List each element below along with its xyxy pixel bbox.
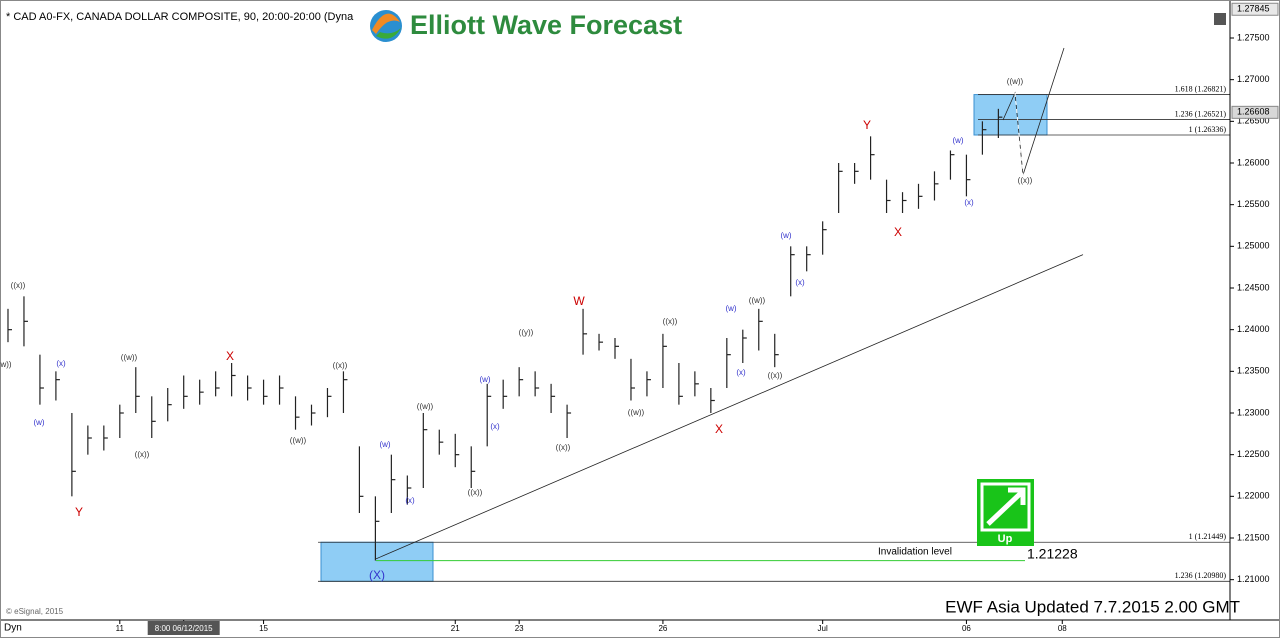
x-tick-label: 08 [1058,624,1067,633]
wave-label: (x) [736,368,746,377]
wave-label: (x) [56,359,66,368]
wave-label: (w) [379,440,390,449]
wave-label: X [226,349,234,363]
logo-swoosh [372,13,400,34]
y-tick-label: 1.27500 [1237,32,1270,42]
x-tick-label: 11 [116,624,125,633]
x-tick-label: 15 [259,624,268,633]
signal-badge: Up [977,479,1034,546]
wave-label: ((w)) [417,402,434,411]
wave-label: (x) [405,496,415,505]
wave-label: ((y)) [519,328,534,337]
y-tick-label: 1.23000 [1237,407,1270,417]
wave-label: Y [75,505,83,519]
wave-label: ((x)) [468,488,483,497]
y-tick-label: 1.25000 [1237,241,1270,251]
y-tick-label: 1.27000 [1237,74,1270,84]
y-tick-label: 1.26000 [1237,157,1270,167]
fib-label: 1.618 (1.26821) [1175,84,1227,93]
window-icon[interactable] [1214,13,1226,25]
support-box [320,541,434,582]
invalidation-value: 1.21228 [1027,545,1078,561]
fib-label: 1 (1.26336) [1189,125,1227,134]
y-tick-label: 1.21500 [1237,532,1270,542]
wave-label: W [573,294,585,308]
wave-label: ((x)) [768,371,783,380]
wave-label: ((x)) [135,450,150,459]
wave-label: (X) [369,568,385,582]
y-tick-label: 1.21000 [1237,574,1270,584]
copyright: © eSignal, 2015 [6,607,64,616]
y-tick-label: 1.23500 [1237,366,1270,376]
y-tick-label: 1.24000 [1237,324,1270,334]
trend-line [375,254,1084,560]
wave-label: (w) [479,375,490,384]
signal-frame [980,482,1031,532]
price-tag-label: 1.27845 [1237,4,1270,14]
wave-label: ((x)) [663,317,678,326]
wave-label: (w) [952,136,963,145]
wave-label: ((x)) [1018,176,1033,185]
wave-label: ((x)) [11,281,26,290]
y-tick-label: 1.26500 [1237,116,1270,126]
fib-label: 1.236 (1.26521) [1175,109,1227,118]
logo-swoosh [376,28,401,39]
chart-title: * CAD A0-FX, CANADA DOLLAR COMPOSITE, 90… [6,11,354,23]
x-tick-label: 26 [658,624,667,633]
y-tick-label: 1.22000 [1237,491,1270,501]
wave-label: X [894,225,902,239]
fib-label: 1.236 (1.20980) [1175,571,1227,580]
wave-label: (x) [490,422,500,431]
wave-label: ((w)) [749,296,766,305]
wave-label: ((w)) [121,353,138,362]
footer: EWF Asia Updated 7.7.2015 2.00 GMT [945,597,1240,616]
price-tag [1231,105,1279,119]
signal-text: Up [998,533,1013,545]
x-label-bg [147,621,220,635]
wave-label: (w) [780,231,791,240]
wave-label: (x) [795,278,805,287]
price-tag [1231,2,1279,16]
x-tick-label: 06 [962,624,971,633]
wave-label: X [715,422,723,436]
wave-label: (x) [964,198,974,207]
signal-arrow [986,487,1026,526]
brand: Elliott Wave Forecast [410,10,682,40]
fib-label: 1 (1.21449) [1189,532,1227,541]
price-tag-label: 1.26608 [1237,107,1270,117]
y-tick-label: 1.24500 [1237,282,1270,292]
logo-bg [362,4,688,46]
target-box [973,94,1048,136]
y-tick-label: 1.25500 [1237,199,1270,209]
wave-label: Y [863,118,871,132]
wave-label: w)) [0,360,12,369]
wave-label: ((w)) [1007,77,1024,86]
wave-label: (w) [33,418,44,427]
wave-label: ((x)) [333,361,348,370]
corner-label: Dyn [4,623,22,634]
projection-dash [1014,92,1024,176]
invalidation-text: Invalidation level [878,546,952,557]
wave-label: ((w)) [628,408,645,417]
wave-label: ((w)) [290,436,307,445]
y-tick-label: 1.22500 [1237,449,1270,459]
wave-label: ((x)) [556,443,571,452]
x-tick-label: 8:00 06/12/2015 [155,624,213,633]
x-tick-label: 21 [451,624,460,633]
x-tick-label: 23 [515,624,524,633]
logo: Elliott Wave Forecast [362,4,688,46]
x-tick-label: Jul [818,624,828,633]
wave-label: (w) [725,304,736,313]
